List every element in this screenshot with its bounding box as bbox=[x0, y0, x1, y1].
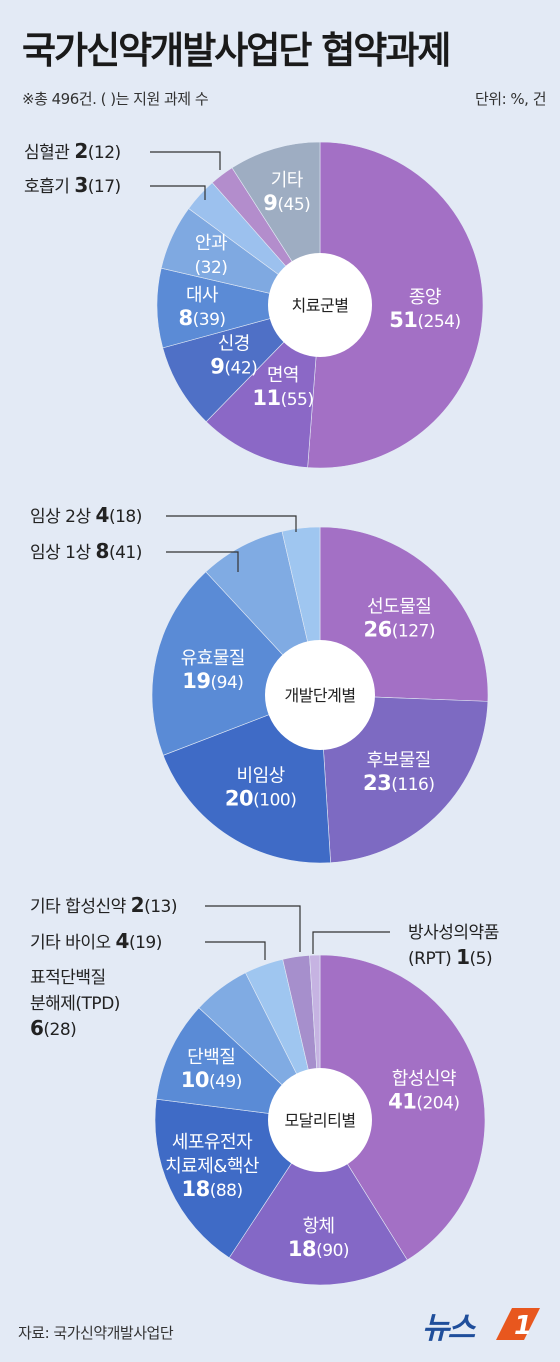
slice-value: 23(116) bbox=[363, 771, 434, 795]
callout-label: 임상 1상 8(41) bbox=[30, 539, 239, 572]
slice-name: 항체 bbox=[302, 1216, 334, 1237]
callout-label: 호흡기 3(17) bbox=[24, 173, 206, 200]
slice-value: 51(254) bbox=[389, 308, 460, 332]
callout-leader-line bbox=[150, 151, 221, 170]
callout-leader-line bbox=[166, 515, 297, 532]
slice-name: 기타 bbox=[271, 170, 304, 191]
slice-value: 9(42) bbox=[210, 355, 257, 379]
slice-value: 26(127) bbox=[364, 618, 435, 642]
callout-leader-line bbox=[205, 905, 301, 952]
donut-slice bbox=[307, 141, 484, 469]
therapy-area-donut-chart: 치료군별 종양51(254)면역11(55)신경9(42)대사8(39)안과(32… bbox=[24, 139, 484, 469]
slice-label: 안과 (32) bbox=[195, 233, 228, 278]
slice-name: 유효물질 bbox=[181, 648, 245, 669]
slice-value: 41(204) bbox=[388, 1089, 459, 1113]
callout-leader-line bbox=[150, 185, 206, 200]
callout-name: 표적단백질 bbox=[30, 968, 106, 988]
donut-slice bbox=[319, 694, 489, 863]
callout-leader-line bbox=[205, 941, 266, 960]
unit-text: 단위: %, 건 bbox=[474, 90, 547, 108]
callout-value: 6(28) bbox=[30, 1016, 76, 1040]
donut-slice bbox=[228, 1119, 408, 1286]
slice-name: 치료제&핵산 bbox=[165, 1156, 259, 1177]
news1-logo: 뉴스 1 bbox=[422, 1308, 540, 1346]
logo-text: 뉴스 bbox=[422, 1311, 477, 1346]
donut-center bbox=[268, 253, 372, 357]
slice-value: 20(100) bbox=[225, 787, 296, 811]
callout-text: 임상 1상 8(41) bbox=[30, 539, 142, 563]
callout-name: (RPT) 1(5) bbox=[408, 945, 492, 969]
donut-slice bbox=[319, 954, 486, 1261]
donut-center-label: 치료군별 bbox=[292, 296, 349, 315]
donut-center bbox=[265, 640, 375, 750]
slice-value: 19(94) bbox=[182, 669, 243, 693]
callout-label: 심혈관 2(12) bbox=[24, 139, 221, 170]
donut-center-label: 개발단계별 bbox=[284, 686, 355, 705]
slice-name: 신경 bbox=[218, 334, 250, 355]
callout-text: 심혈관 2(12) bbox=[24, 139, 121, 163]
slice-name: 후보물질 bbox=[367, 750, 431, 771]
slice-value: 9(45) bbox=[263, 191, 310, 215]
callout-label: 임상 2상 4(18) bbox=[30, 503, 297, 532]
callout-label: 기타 합성신약 2(13) bbox=[30, 893, 301, 952]
slice-name: 대사 bbox=[186, 285, 219, 306]
slice-name: 단백질 bbox=[187, 1047, 235, 1068]
callout-label: 기타 바이오 4(19) bbox=[30, 929, 266, 960]
slice-name: 종양 bbox=[409, 287, 441, 308]
slice-name: 세포유전자 bbox=[172, 1132, 253, 1153]
callout-text: 기타 바이오 4(19) bbox=[30, 929, 162, 953]
callout-text: 호흡기 3(17) bbox=[24, 173, 121, 197]
slice-name: 합성신약 bbox=[392, 1068, 456, 1089]
donut-center-label: 모달리티별 bbox=[284, 1111, 355, 1130]
slice-value: 11(55) bbox=[252, 386, 313, 410]
slice-name: 비임상 bbox=[237, 766, 285, 787]
slice-label: 기타9(45) bbox=[263, 170, 311, 215]
slice-name: 선도물질 bbox=[367, 597, 431, 618]
callout-leader-line bbox=[312, 931, 390, 954]
slice-name: 안과 bbox=[195, 233, 227, 254]
callout-name: 분해제(TPD) bbox=[30, 994, 120, 1014]
callout-text: 기타 합성신약 2(13) bbox=[30, 893, 177, 917]
callout-name: 방사성의약품 bbox=[408, 923, 499, 943]
slice-label: 대사8(39) bbox=[179, 285, 227, 330]
slice-value: 10(49) bbox=[181, 1068, 242, 1092]
callout-label: 방사성의약품(RPT) 1(5) bbox=[312, 923, 499, 969]
slice-value: 18(90) bbox=[288, 1237, 349, 1261]
slice-name: 면역 bbox=[267, 365, 299, 386]
note-text: ※총 496건. ( )는 지원 과제 수 bbox=[22, 90, 209, 108]
slice-label: 신경9(42) bbox=[210, 334, 258, 379]
donut-slice bbox=[319, 526, 489, 702]
donut-center bbox=[268, 1068, 372, 1172]
callout-text: 임상 2상 4(18) bbox=[30, 503, 142, 527]
page-title: 국가신약개발사업단 협약과제 bbox=[22, 29, 451, 72]
logo-mark: 1 bbox=[514, 1311, 532, 1341]
source-text: 자료: 국가신약개발사업단 bbox=[18, 1324, 174, 1342]
callout-leader-line bbox=[166, 551, 239, 572]
slice-value: (32) bbox=[195, 258, 228, 278]
slice-value: 18(88) bbox=[181, 1177, 242, 1201]
slice-value: 8(39) bbox=[179, 306, 226, 330]
